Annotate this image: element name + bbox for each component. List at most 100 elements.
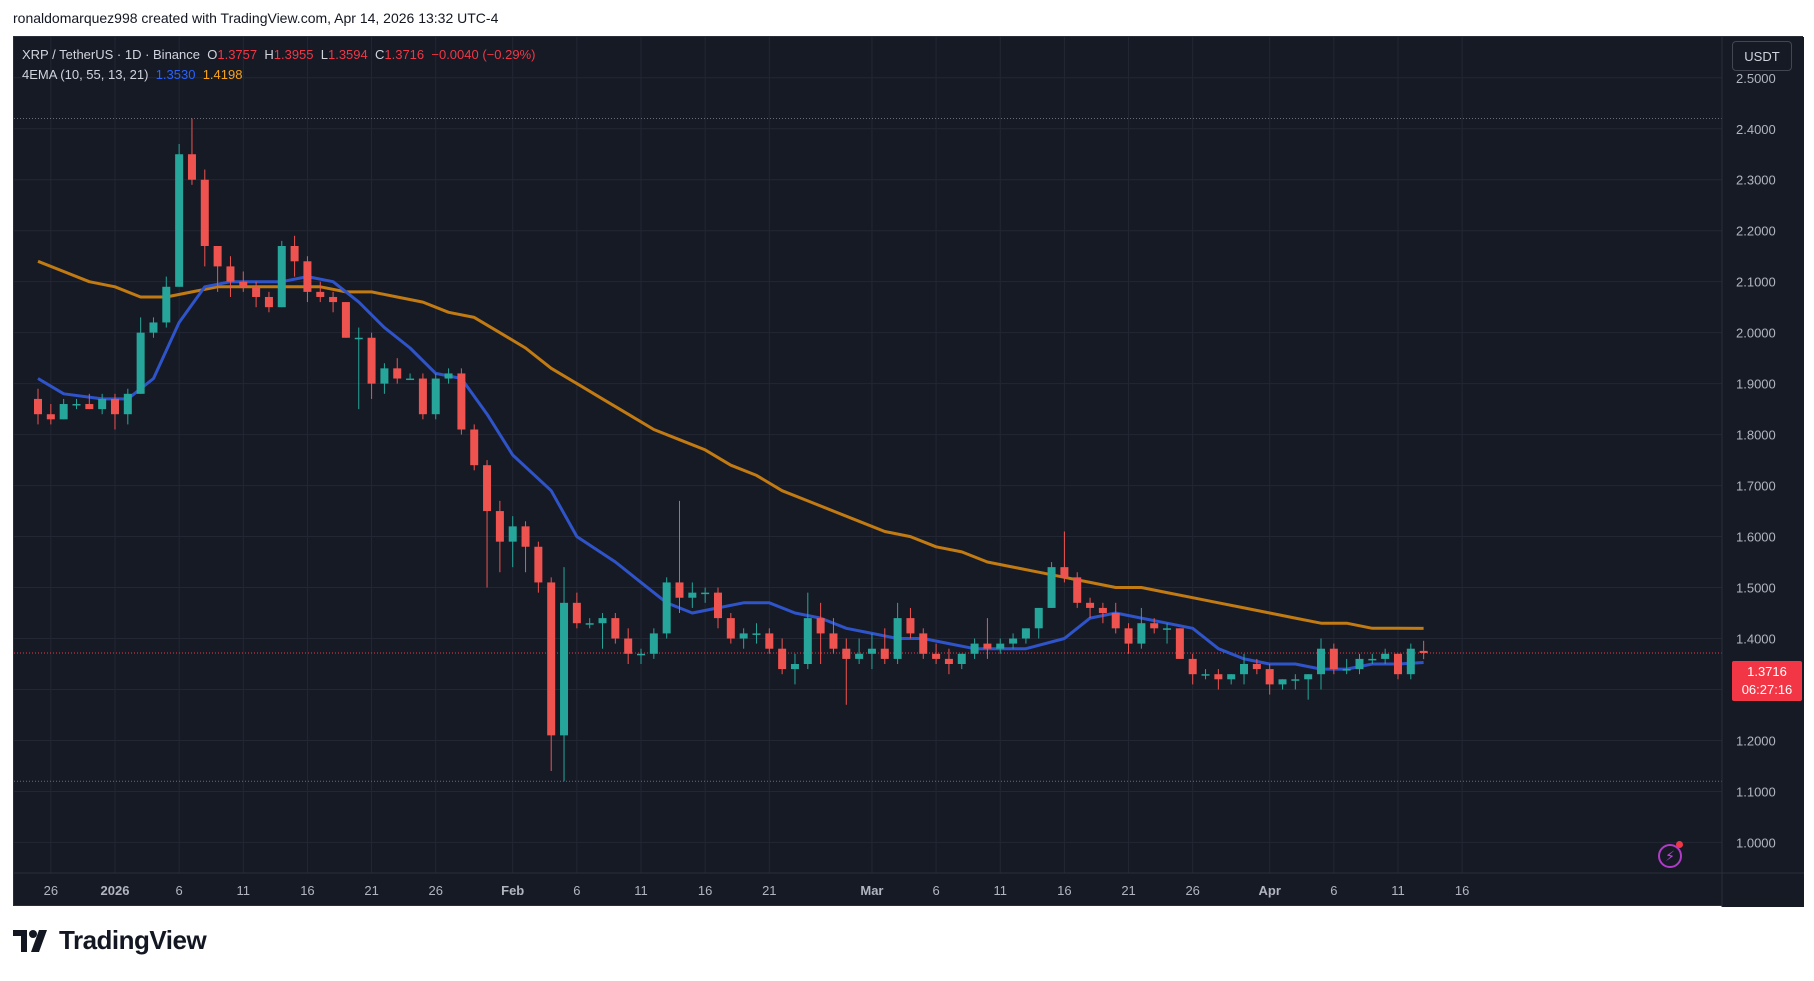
tradingview-logo[interactable]: TradingView [13,925,207,956]
candle [906,607,915,639]
x-tick-label: 21 [762,883,776,898]
candle-body [46,414,55,420]
x-tick-label: 11 [237,883,251,898]
candle-body [726,618,735,639]
candle [1201,669,1210,680]
candle [1265,664,1274,695]
candle-body [816,618,825,634]
candle [470,424,479,471]
candle [213,246,222,292]
candle-body [341,302,350,338]
x-tick-label: 26 [1185,883,1199,898]
candle [1009,633,1018,649]
candle [1175,628,1184,659]
candle-body [662,582,671,634]
candle-body [521,526,530,547]
candle [855,638,864,664]
x-tick-label: 11 [994,883,1008,898]
candle-body [226,266,235,282]
candle-body [1034,607,1043,629]
candle [136,317,145,394]
candle-body [495,511,504,542]
candle-body [277,246,286,308]
candle-body [829,633,838,649]
candle [1252,658,1261,675]
candle [970,638,979,659]
candle [1355,653,1364,675]
indicator-label[interactable]: 4EMA (10, 55, 13, 21) [22,67,149,82]
candle [1317,638,1325,690]
y-tick-label: 1.2000 [1736,733,1776,748]
x-tick-label: 16 [1455,883,1469,898]
candle [1342,658,1351,675]
candle-body [34,398,42,415]
x-tick-label: 16 [698,883,712,898]
tradingview-logo-icon [13,929,47,952]
chart-canvas[interactable]: 2.5000 2.4000 2.3000 2.2000 2.1000 2.0000 1.90… [14,37,1804,907]
candles-layer [34,118,1428,782]
symbol-label[interactable]: XRP / TetherUS · 1D · Binance [22,47,200,62]
candle-body [1317,648,1325,675]
candle [829,618,838,654]
candle [72,398,81,410]
candle-body [1419,650,1428,653]
candle [1111,602,1120,634]
candle-body [380,368,389,384]
candle-body [1111,613,1120,629]
candle-body [1381,653,1390,659]
candle [1278,679,1287,690]
candle-body [1304,674,1313,680]
candle-body [1214,674,1223,680]
candle-body [970,643,979,654]
candle-body [470,429,479,466]
x-tick-label: 6 [176,883,183,898]
x-tick-label: 16 [300,883,314,898]
candle-body [701,592,710,595]
candle [175,144,184,287]
candle-body [72,404,81,406]
candle-body [752,633,761,635]
candle-body [598,618,607,624]
candle [880,628,889,664]
candle [893,602,902,664]
candle-body [406,378,415,381]
candle-body [534,546,543,583]
currency-button[interactable]: USDT [1732,41,1792,71]
candle-body [1265,669,1274,685]
candle-body [354,337,363,340]
candle-body [1342,669,1351,671]
candle [675,500,684,614]
legend-indicator-row: 4EMA (10, 55, 13, 21) 1.3530 1.4198 [22,65,535,85]
candle [790,653,799,685]
y-tick-label: 2.4000 [1736,122,1776,137]
candle-body [919,633,928,654]
low-label: L [320,47,328,62]
last-price-tag: 1.3716 06:27:16 [1732,661,1802,701]
chart-pane[interactable]: 2.5000 2.4000 2.3000 2.2000 2.1000 2.0000 1.90… [13,36,1804,907]
open-value: 1.3757 [217,47,258,62]
candle [1419,640,1428,660]
candle-body [983,643,992,649]
candle [611,613,620,644]
candle-body [572,602,581,624]
candle [393,358,402,384]
candle [1060,531,1069,583]
candle [752,623,761,644]
price-axis: 2.5000 2.4000 2.3000 2.2000 2.1000 2.0000 1.90… [1721,37,1804,907]
y-tick-label: 2.5000 [1736,71,1776,86]
y-tick-label: 1.9000 [1736,377,1776,392]
candle-body [1009,638,1018,644]
candle-body [1073,577,1082,603]
candle [624,628,633,664]
candle [1150,618,1159,634]
candle [688,582,697,608]
candle-body [996,643,1005,649]
candle [495,500,504,573]
bolt-icon[interactable]: ⚡ [1658,844,1682,868]
x-tick-label: 6 [932,883,939,898]
ema-fast-value: 1.3530 [155,67,196,82]
candle [585,618,594,629]
chart-credit: ronaldomarquez998 created with TradingVi… [13,10,499,26]
price-axis-bg [1722,37,1804,907]
candle [778,638,787,675]
